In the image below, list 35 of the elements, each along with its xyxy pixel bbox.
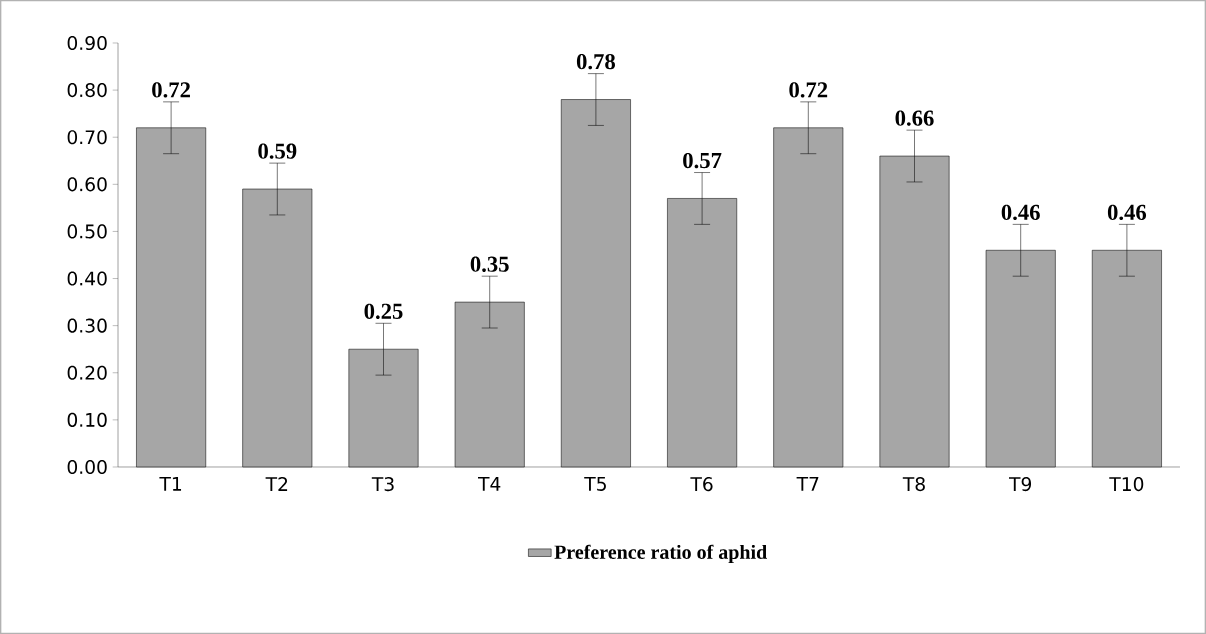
data-label: 0.72 (152, 82, 190, 98)
x-tick-label: T9 (1009, 477, 1032, 492)
y-tick-label: 0.40 (67, 271, 107, 286)
x-tick-label: T7 (796, 477, 819, 491)
y-tick-label: 0.20 (67, 365, 107, 380)
x-tick-label: T10 (1109, 477, 1144, 492)
y-tick-label: 0.00 (67, 459, 107, 475)
data-label: 0.46 (1107, 204, 1147, 221)
y-tick-label: 0.10 (67, 412, 107, 427)
legend-label: Preference ratio of aphid (554, 544, 767, 564)
x-tick-label: T5 (584, 477, 606, 491)
y-tick-label: 0.30 (67, 318, 107, 333)
x-tick-label: T3 (371, 477, 394, 492)
data-label: 0.46 (1001, 204, 1040, 221)
x-tick-label: T8 (902, 477, 925, 492)
y-tick-label: 0.50 (67, 224, 107, 239)
data-label: 0.66 (895, 110, 934, 126)
y-tick-label: 0.70 (67, 130, 107, 145)
y-tick-label: 0.80 (67, 83, 107, 98)
data-label: 0.78 (576, 53, 615, 70)
x-tick-label: T6 (690, 477, 713, 492)
bar (667, 198, 738, 468)
data-label: 0.72 (789, 82, 828, 98)
data-label: 0.59 (258, 143, 297, 159)
x-tick-label: T4 (478, 477, 501, 491)
bar (1091, 250, 1162, 468)
x-tick-label: T1 (159, 477, 182, 491)
x-tick-label: T2 (265, 477, 288, 491)
bar (985, 250, 1056, 468)
data-label: 0.25 (364, 303, 403, 320)
bar (348, 348, 419, 468)
y-tick-label: 0.90 (67, 35, 107, 51)
data-label: 0.57 (683, 152, 722, 169)
data-label: 0.35 (470, 256, 509, 272)
y-tick-label: 0.60 (67, 177, 107, 192)
